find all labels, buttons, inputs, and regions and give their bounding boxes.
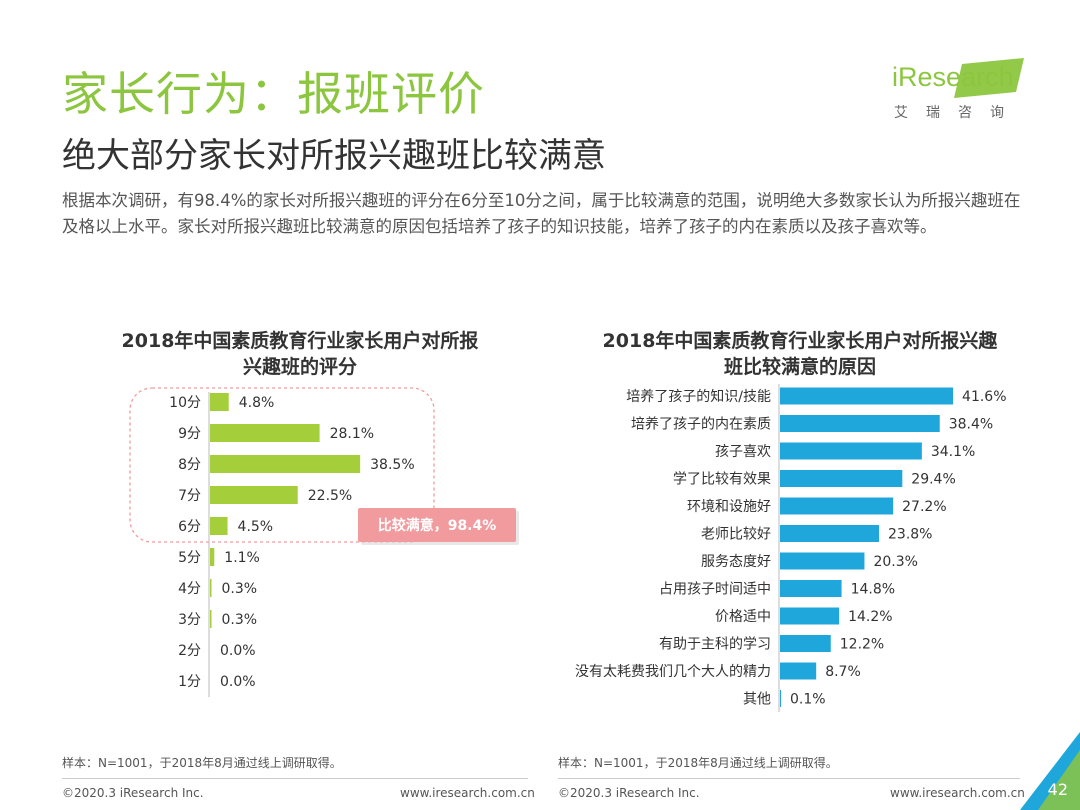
reasons-value-label: 14.2% <box>848 609 892 625</box>
callout-label: 比较满意，98.4% <box>378 517 497 534</box>
reasons-value-label: 14.8% <box>851 582 895 598</box>
ratings-category-label: 2分 <box>178 643 201 659</box>
ratings-value-label: 0.0% <box>220 674 256 690</box>
chart-title-reasons: 2018年中国素质教育行业家长用户对所报兴趣班比较满意的原因 <box>602 330 998 378</box>
reasons-value-label: 23.8% <box>888 527 932 543</box>
logo-swoosh-icon <box>954 58 1024 98</box>
reasons-value-label: 8.7% <box>825 664 861 680</box>
ratings-bar <box>210 393 229 411</box>
ratings-bar <box>210 424 320 442</box>
highlight-box <box>129 387 435 543</box>
url-left[interactable]: www.iresearch.com.cn <box>400 786 535 800</box>
ratings-value-label: 4.8% <box>239 395 275 411</box>
ratings-category-label: 4分 <box>178 581 201 597</box>
copyright-left: ©2020.3 iResearch Inc. <box>62 786 204 800</box>
page-title: 家长行为：报班评价 <box>62 67 485 121</box>
reasons-category-label: 没有太耗费我们几个大人的精力 <box>575 664 771 680</box>
footer-divider-left <box>62 778 528 779</box>
ratings-value-label: 0.3% <box>222 581 258 597</box>
ratings-category-label: 5分 <box>178 550 201 566</box>
callout-box <box>358 508 516 542</box>
ratings-value-label: 38.5% <box>370 457 414 473</box>
reasons-bar <box>780 470 903 487</box>
reasons-category-label: 有助于主科的学习 <box>659 637 771 653</box>
chart-title-ratings: 2018年中国素质教育行业家长用户对所报兴趣班的评分 <box>121 330 479 378</box>
ratings-value-label: 0.0% <box>220 643 256 659</box>
page-subtitle: 绝大部分家长对所报兴趣班比较满意 <box>62 136 606 176</box>
reasons-bar <box>780 635 831 652</box>
description-text: 根据本次调研，有98.4%的家长对所报兴趣班的评分在6分至10分之间，属于比较满… <box>62 191 1021 236</box>
ratings-value-label: 1.1% <box>224 550 260 566</box>
reasons-bar <box>780 387 954 405</box>
ratings-bar <box>210 455 361 473</box>
url-right[interactable]: www.iresearch.com.cn <box>890 786 1025 800</box>
ratings-bar <box>210 548 215 566</box>
source-note-left: 样本：N=1001，于2018年8月通过线上调研取得。 <box>62 756 342 770</box>
logo-sub-text: 艾瑞咨询 <box>894 105 1022 121</box>
reasons-category-label: 学了比较有效果 <box>673 472 771 488</box>
reasons-value-label: 34.1% <box>931 444 975 460</box>
reasons-bar <box>780 442 922 460</box>
ratings-value-label: 0.3% <box>222 612 258 628</box>
reasons-value-label: 41.6% <box>962 389 1006 405</box>
reasons-bar <box>780 497 894 515</box>
reasons-category-label: 培养了孩子的内在素质 <box>631 417 771 433</box>
reasons-value-label: 27.2% <box>902 499 946 515</box>
reasons-value-label: 29.4% <box>911 472 955 488</box>
ratings-category-label: 7分 <box>178 488 201 504</box>
reasons-value-label: 20.3% <box>873 554 917 570</box>
ratings-category-label: 8分 <box>178 457 201 473</box>
ratings-category-label: 6分 <box>178 519 201 535</box>
reasons-bar <box>780 415 940 432</box>
ratings-value-label: 4.5% <box>238 519 274 535</box>
reasons-bar <box>780 580 842 597</box>
copyright-right: ©2020.3 iResearch Inc. <box>558 786 700 800</box>
ratings-value-label: 28.1% <box>330 426 374 442</box>
iresearch-logo: iResearch 艾瑞咨询 <box>892 58 1032 128</box>
reasons-category-label: 孩子喜欢 <box>715 444 771 460</box>
reasons-bar <box>780 607 840 625</box>
reasons-category-label: 培养了孩子的知识/技能 <box>626 388 771 405</box>
ratings-bar <box>210 610 212 628</box>
ratings-bar <box>210 517 228 535</box>
corner-decoration-icon <box>1020 732 1080 810</box>
ratings-category-label: 3分 <box>178 612 201 628</box>
reasons-value-label: 12.2% <box>840 637 884 653</box>
ratings-category-label: 10分 <box>169 395 201 411</box>
reasons-bar <box>780 662 817 680</box>
reasons-category-label: 老师比较好 <box>701 527 771 543</box>
ratings-category-label: 1分 <box>178 674 201 690</box>
reasons-bar <box>780 690 781 707</box>
reasons-bar <box>780 552 865 570</box>
page-number: 42 <box>1047 780 1068 799</box>
reasons-value-label: 38.4% <box>949 417 993 433</box>
ratings-bar <box>210 579 212 597</box>
source-note-right: 样本：N=1001，于2018年8月通过线上调研取得。 <box>558 756 838 770</box>
reasons-category-label: 占用孩子时间适中 <box>659 582 771 598</box>
ratings-category-label: 9分 <box>178 426 201 442</box>
footer-divider-right <box>558 778 1020 779</box>
reasons-bar <box>780 525 880 542</box>
logo-brand-text: iResearch <box>892 62 1014 92</box>
reasons-value-label: 0.1% <box>790 692 826 708</box>
reasons-category-label: 其他 <box>743 692 771 708</box>
reasons-category-label: 价格适中 <box>715 609 771 625</box>
reasons-category-label: 环境和设施好 <box>687 499 771 515</box>
ratings-bar <box>210 486 298 504</box>
ratings-value-label: 22.5% <box>308 488 352 504</box>
reasons-category-label: 服务态度好 <box>701 554 771 570</box>
